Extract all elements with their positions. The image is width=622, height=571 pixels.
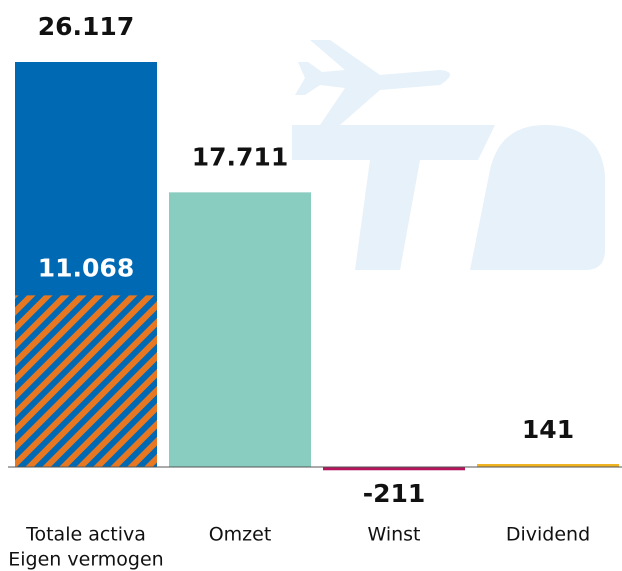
highlight-label: 11.068 <box>38 253 134 282</box>
category-label: Totale activa <box>25 524 146 546</box>
highlight-name: Eigen vermogen <box>8 549 163 571</box>
category-label: Winst <box>367 524 420 546</box>
background-icons <box>292 40 605 270</box>
value-label: -211 <box>363 479 426 508</box>
category-label: Omzet <box>209 524 272 546</box>
value-label: 141 <box>522 415 574 444</box>
value-label: 17.711 <box>192 142 288 171</box>
value-label: 26.117 <box>38 12 134 41</box>
highlight-bar <box>15 295 157 467</box>
bar <box>169 192 311 467</box>
category-label: Dividend <box>506 524 590 546</box>
chart: 26.117 Totale activa 11.068 Eigen vermogen 1… <box>0 0 622 571</box>
